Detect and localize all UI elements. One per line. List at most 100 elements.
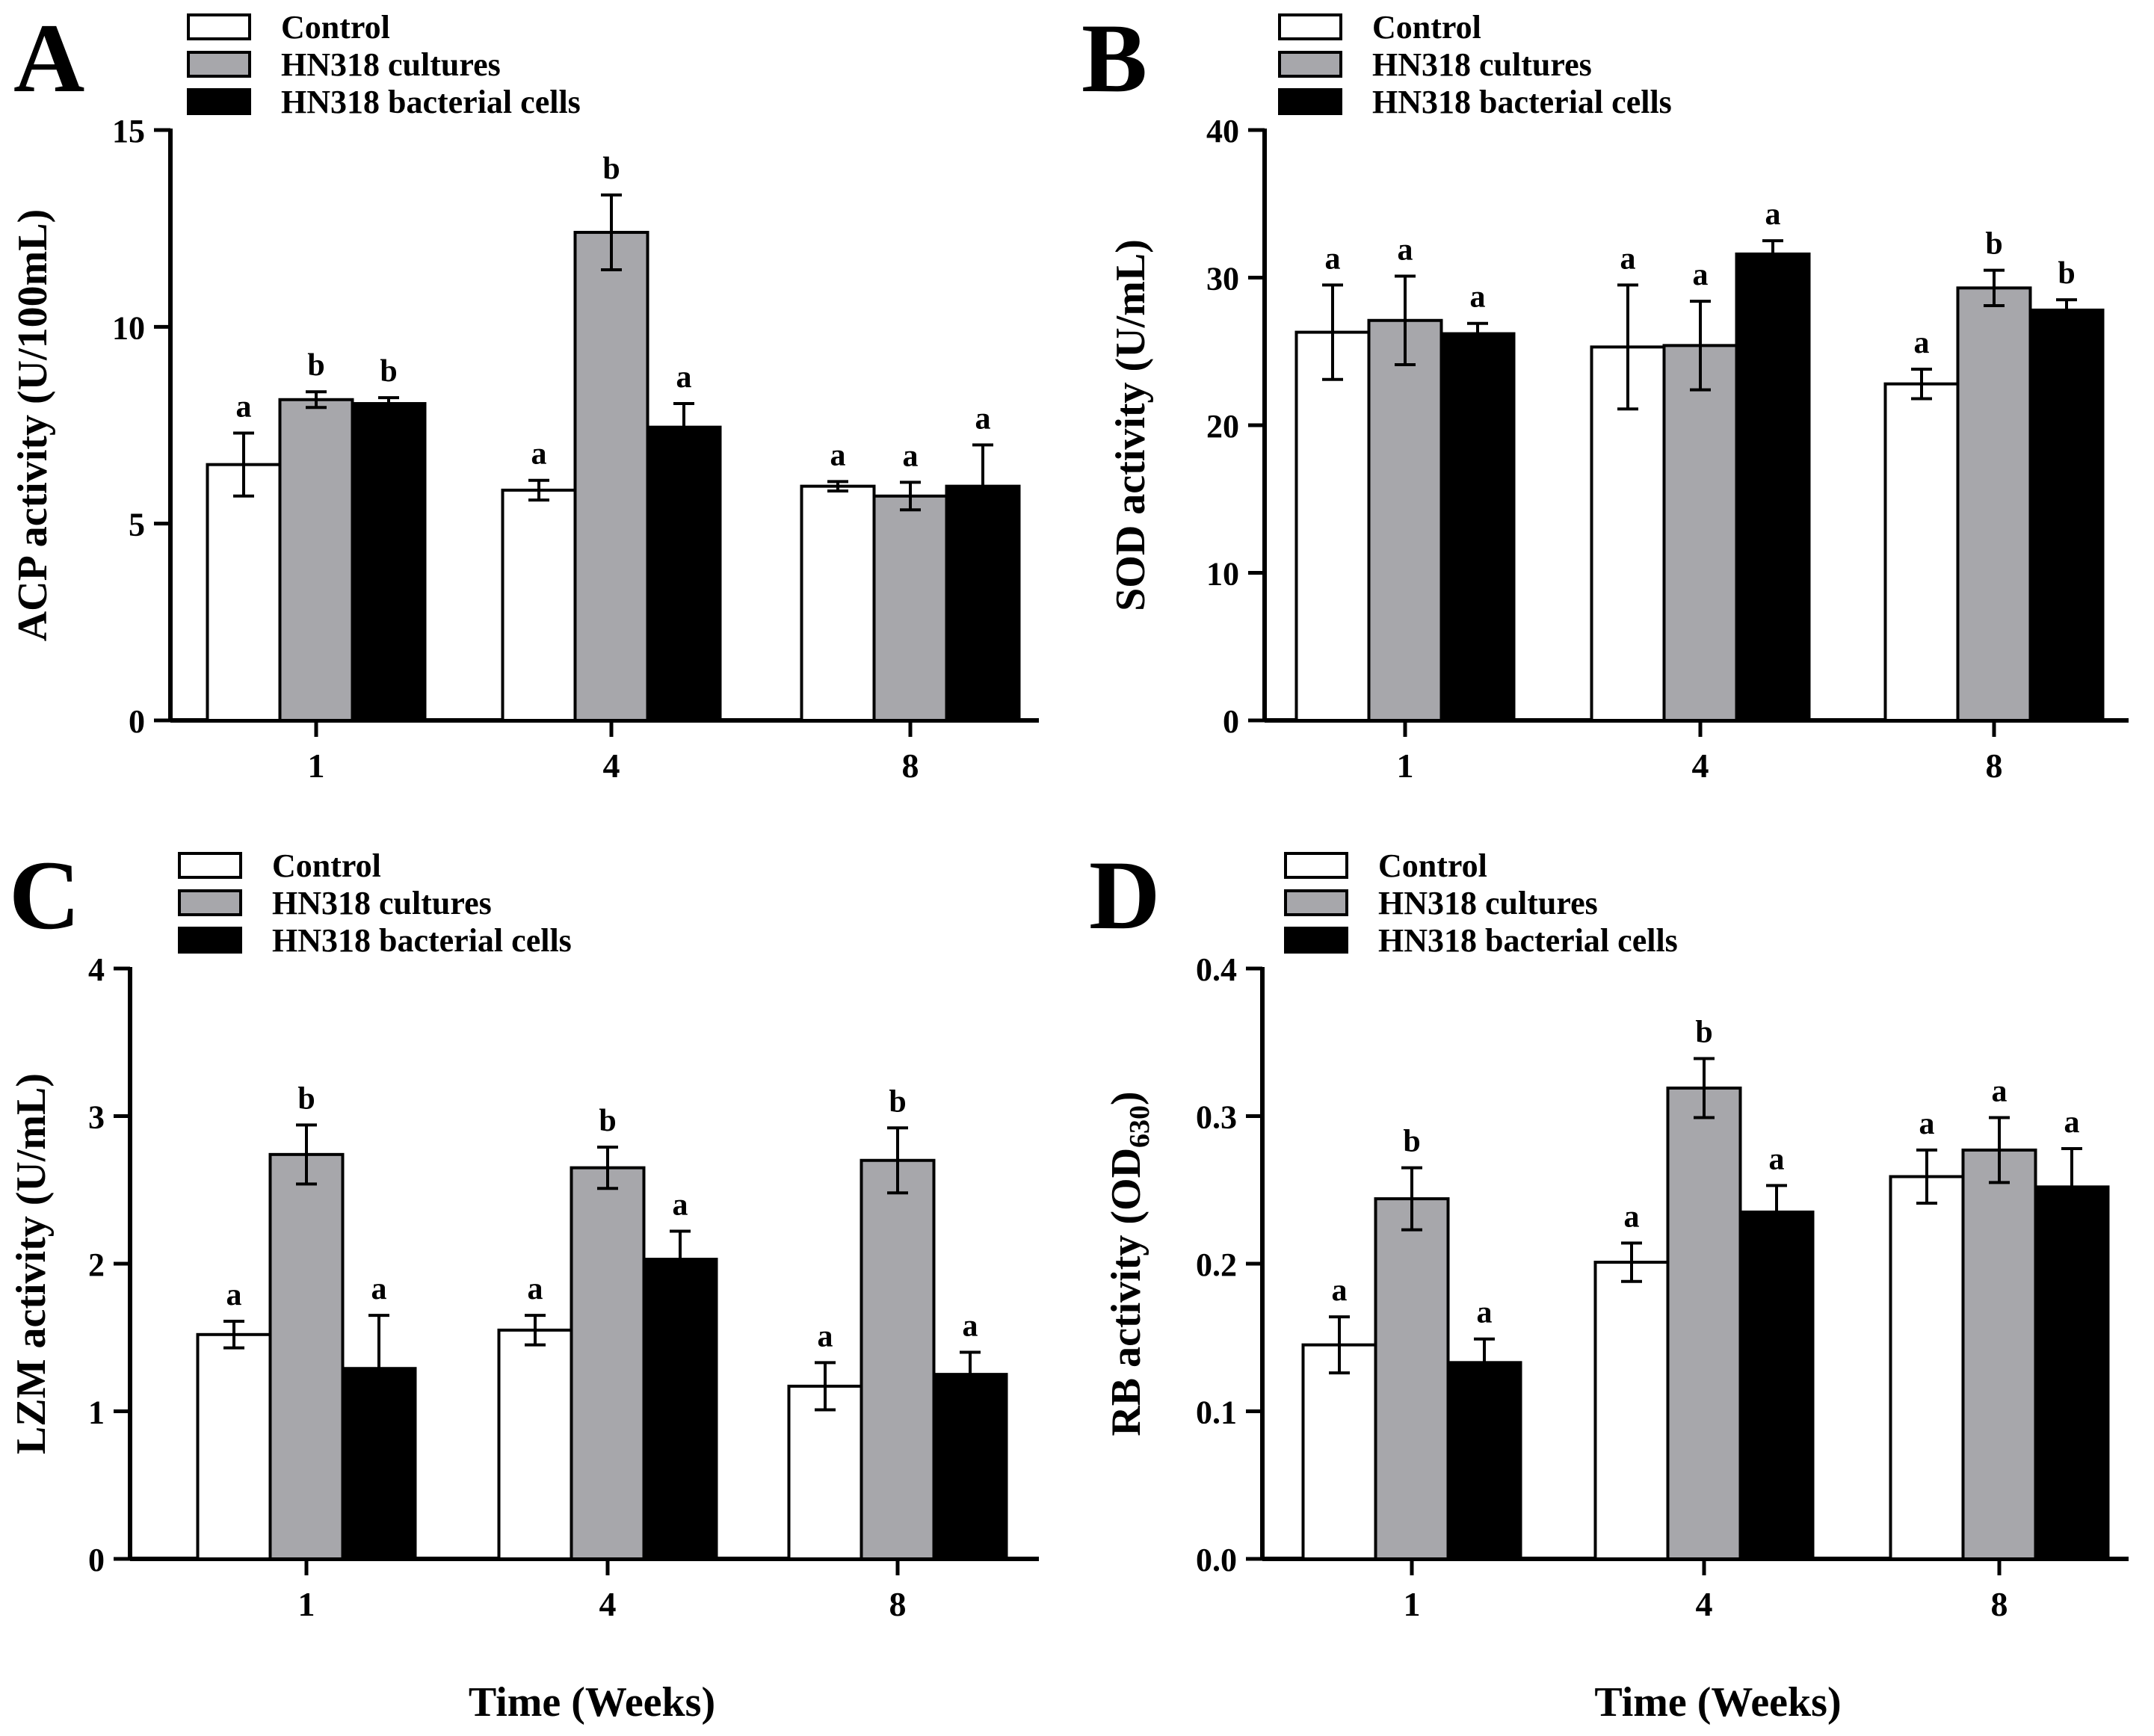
legend-label: HN318 bacterial cells (1378, 922, 1678, 959)
significance-letter: b (380, 354, 397, 389)
significance-letter: b (297, 1081, 315, 1116)
panel-letter: C (9, 840, 80, 950)
significance-letter: a (903, 439, 919, 473)
y-tick-label: 5 (129, 507, 145, 543)
legend-label: Control (272, 847, 381, 884)
y-axis-label-text: SOD activity (U/mL) (1108, 239, 1154, 611)
legend-swatch (1284, 852, 1348, 879)
bar (1367, 318, 1443, 722)
y-tick-label: 30 (1206, 261, 1239, 297)
legend-label: Control (1378, 847, 1487, 884)
y-tick-label: 0.3 (1196, 1099, 1237, 1136)
significance-letter: a (963, 1309, 978, 1344)
significance-letter: b (307, 348, 324, 383)
bar (206, 463, 282, 723)
y-axis-label-suffix: ) (1103, 1091, 1149, 1105)
significance-letter: a (818, 1319, 833, 1353)
bar (1956, 286, 2032, 722)
significance-letter: a (676, 360, 692, 395)
bar (872, 494, 948, 722)
bar (860, 1158, 936, 1560)
bar (646, 425, 722, 723)
significance-letter: b (1403, 1125, 1420, 1159)
significance-letter: a (1919, 1107, 1935, 1141)
legend-label: HN318 cultures (1378, 885, 1598, 921)
bar (1294, 330, 1371, 722)
y-tick-label: 1 (88, 1394, 105, 1431)
x-tick-label: 4 (603, 747, 620, 785)
x-tick-label: 1 (298, 1585, 315, 1623)
bar (1301, 1343, 1377, 1560)
bar (573, 230, 649, 722)
significance-letter: b (602, 152, 620, 186)
x-tick-label: 8 (1986, 747, 2003, 785)
y-axis-label: RB activity (OD630) (1103, 1091, 1155, 1436)
significance-letter: a (226, 1278, 242, 1312)
bar (501, 488, 577, 723)
bar (1738, 1210, 1815, 1560)
legend-label: HN318 cultures (272, 885, 492, 921)
x-tick-label: 1 (1404, 1585, 1421, 1623)
y-axis-label: SOD activity (U/mL) (1108, 239, 1154, 611)
x-tick-label: 4 (1696, 1585, 1713, 1623)
significance-letter: a (371, 1272, 387, 1306)
significance-letter: a (975, 401, 991, 436)
significance-letter: a (1325, 241, 1341, 276)
significance-letter: a (1332, 1273, 1348, 1308)
significance-letter: a (1398, 233, 1413, 268)
significance-letter: a (236, 390, 252, 424)
bar (497, 1328, 573, 1560)
panel-letter: A (13, 3, 84, 113)
y-tick-label: 40 (1206, 113, 1239, 149)
bar (1593, 1261, 1670, 1561)
y-tick-label: 0.2 (1196, 1247, 1237, 1283)
legend-label: Control (281, 9, 390, 46)
y-tick-label: 0.4 (1196, 951, 1237, 988)
legend-swatch (1278, 51, 1342, 78)
significance-letter: b (2058, 256, 2075, 291)
bar (1662, 344, 1738, 722)
significance-letter: b (889, 1084, 906, 1119)
bar (1889, 1175, 1965, 1560)
legend-label: HN318 bacterial cells (281, 84, 581, 120)
x-tick-label: 4 (599, 1585, 617, 1623)
legend-label: HN318 bacterial cells (1372, 84, 1672, 120)
y-axis-label-text: RB activity (OD (1103, 1148, 1149, 1436)
significance-letter: a (1769, 1142, 1785, 1176)
y-tick-label: 0 (1223, 703, 1239, 740)
legend-label: HN318 cultures (1372, 46, 1592, 83)
y-tick-label: 4 (88, 951, 105, 988)
y-tick-label: 20 (1206, 408, 1239, 445)
panel-letter: B (1081, 3, 1147, 113)
y-axis-label-text: LZM activity (U/mL) (8, 1073, 55, 1454)
bar (278, 398, 354, 722)
significance-letter: a (1693, 258, 1709, 292)
y-axis-label-text: ACP activity (U/100mL) (10, 209, 56, 642)
bar (1666, 1086, 1742, 1560)
legend-swatch (187, 13, 251, 40)
significance-letter: a (673, 1188, 688, 1223)
y-tick-label: 10 (1206, 556, 1239, 593)
x-tick-label: 8 (902, 747, 919, 785)
significance-letter: b (1695, 1015, 1712, 1049)
x-tick-label: 4 (1692, 747, 1709, 785)
panel-letter: D (1089, 840, 1160, 950)
bar (351, 402, 427, 722)
y-tick-label: 0 (129, 703, 145, 740)
y-tick-label: 0.1 (1196, 1394, 1237, 1431)
legend-label: HN318 bacterial cells (272, 922, 572, 959)
bar (642, 1258, 718, 1560)
bar (787, 1384, 863, 1561)
significance-letter: a (2064, 1105, 2080, 1140)
y-tick-label: 0.0 (1196, 1542, 1237, 1578)
y-tick-label: 2 (88, 1247, 105, 1283)
bar (932, 1373, 1008, 1560)
